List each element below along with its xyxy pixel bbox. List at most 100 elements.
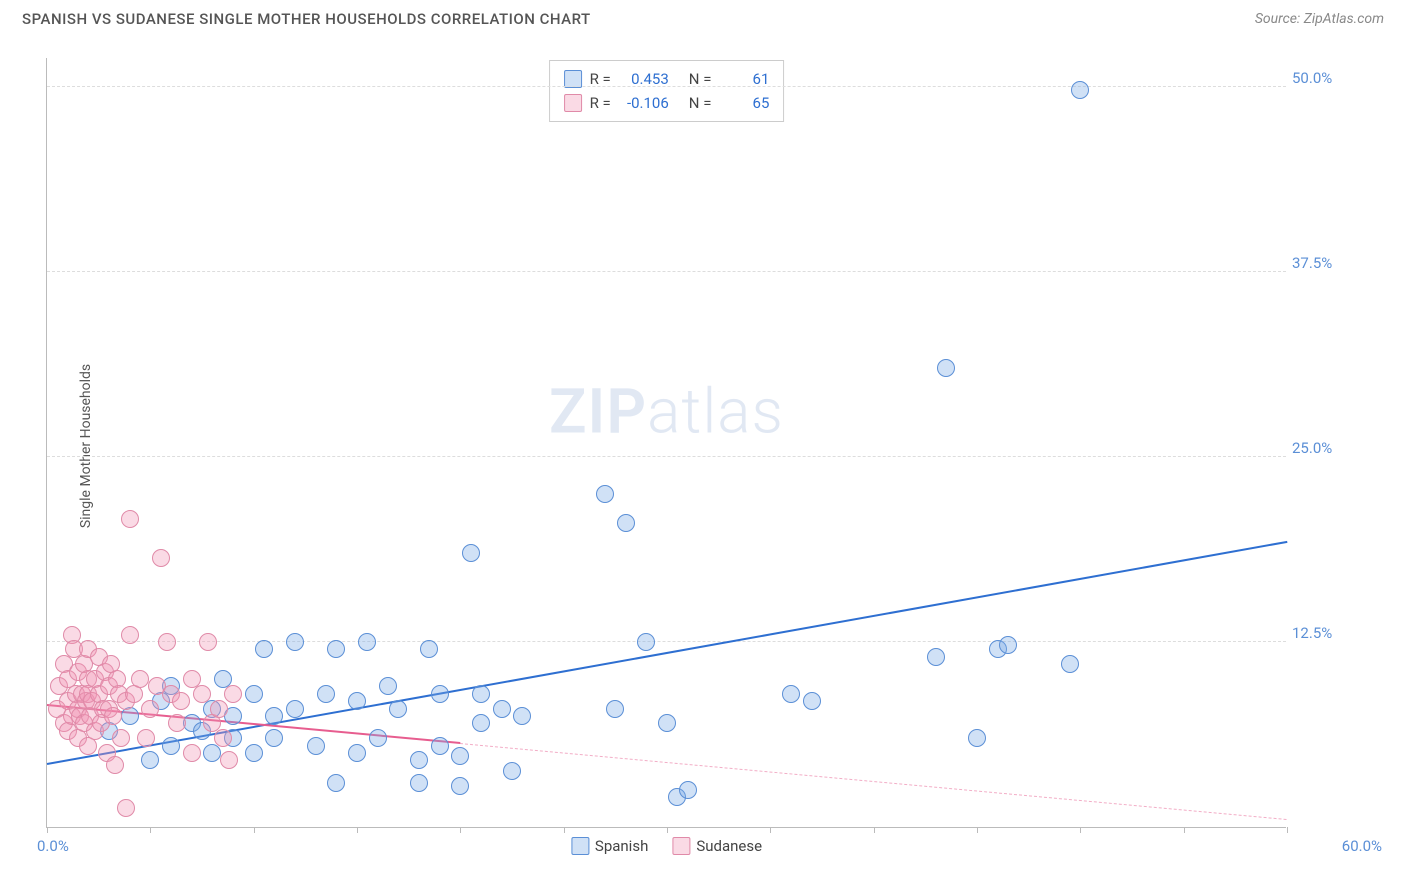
x-tick bbox=[150, 827, 151, 833]
data-point bbox=[431, 685, 449, 703]
data-point bbox=[451, 777, 469, 795]
data-point bbox=[245, 744, 263, 762]
gridline bbox=[47, 641, 1286, 642]
data-point bbox=[141, 751, 159, 769]
data-point bbox=[462, 544, 480, 562]
data-point bbox=[513, 707, 531, 725]
legend-label: Spanish bbox=[595, 837, 648, 855]
gridline bbox=[47, 456, 1286, 457]
data-point bbox=[503, 762, 521, 780]
data-point bbox=[493, 700, 511, 718]
data-point bbox=[162, 737, 180, 755]
legend-swatch bbox=[571, 837, 589, 855]
r-label: R = bbox=[590, 94, 611, 112]
trend-line-dashed bbox=[460, 743, 1287, 820]
data-point bbox=[210, 700, 228, 718]
series-legend: Spanish Sudanese bbox=[571, 837, 762, 855]
data-point bbox=[168, 714, 186, 732]
data-point bbox=[782, 685, 800, 703]
stats-legend: R =0.453 N =61 R = -0.106 N = 65 bbox=[549, 60, 785, 122]
r-value: -0.106 bbox=[619, 94, 669, 112]
data-point bbox=[255, 640, 273, 658]
data-point bbox=[999, 636, 1017, 654]
data-point bbox=[1071, 81, 1089, 99]
data-point bbox=[199, 633, 217, 651]
data-point bbox=[358, 633, 376, 651]
data-point bbox=[117, 799, 135, 817]
data-point bbox=[158, 633, 176, 651]
legend-item: Sudanese bbox=[672, 837, 762, 855]
x-min-label: 0.0% bbox=[37, 837, 69, 855]
data-point bbox=[420, 640, 438, 658]
legend-item: Spanish bbox=[571, 837, 648, 855]
stats-row: R =0.453 N =61 bbox=[564, 67, 770, 91]
gridline bbox=[47, 86, 1286, 87]
x-tick bbox=[874, 827, 875, 833]
data-point bbox=[220, 751, 238, 769]
n-value: 65 bbox=[719, 94, 769, 112]
data-point bbox=[307, 737, 325, 755]
data-point bbox=[137, 729, 155, 747]
y-tick-label: 37.5% bbox=[1292, 254, 1372, 272]
data-point bbox=[379, 677, 397, 695]
legend-swatch bbox=[564, 94, 582, 112]
data-point bbox=[203, 744, 221, 762]
x-max-label: 60.0% bbox=[1342, 837, 1382, 855]
data-point bbox=[451, 747, 469, 765]
scatter-chart: ZIPatlas R =0.453 N =61R =-0.106 N =65 S… bbox=[46, 58, 1286, 828]
x-tick bbox=[1080, 827, 1081, 833]
data-point bbox=[193, 685, 211, 703]
data-point bbox=[389, 700, 407, 718]
watermark: ZIPatlas bbox=[549, 375, 784, 448]
y-tick-label: 25.0% bbox=[1292, 439, 1372, 457]
data-point bbox=[104, 707, 122, 725]
gridline bbox=[47, 271, 1286, 272]
data-point bbox=[286, 700, 304, 718]
data-point bbox=[121, 510, 139, 528]
x-tick bbox=[770, 827, 771, 833]
x-tick bbox=[47, 827, 48, 833]
x-tick bbox=[564, 827, 565, 833]
data-point bbox=[431, 737, 449, 755]
x-tick bbox=[1184, 827, 1185, 833]
x-tick bbox=[254, 827, 255, 833]
legend-label: Sudanese bbox=[696, 837, 762, 855]
data-point bbox=[327, 774, 345, 792]
data-point bbox=[410, 774, 428, 792]
legend-swatch bbox=[672, 837, 690, 855]
data-point bbox=[224, 685, 242, 703]
data-point bbox=[596, 485, 614, 503]
data-point bbox=[472, 685, 490, 703]
x-tick bbox=[1287, 827, 1288, 833]
data-point bbox=[245, 685, 263, 703]
data-point bbox=[131, 670, 149, 688]
data-point bbox=[112, 729, 130, 747]
data-point bbox=[937, 359, 955, 377]
stats-row: R = -0.106 N = 65 bbox=[564, 91, 770, 115]
data-point bbox=[369, 729, 387, 747]
data-point bbox=[617, 514, 635, 532]
y-tick-label: 50.0% bbox=[1292, 69, 1372, 87]
x-tick bbox=[460, 827, 461, 833]
data-point bbox=[927, 648, 945, 666]
x-tick bbox=[977, 827, 978, 833]
x-tick bbox=[357, 827, 358, 833]
data-point bbox=[679, 781, 697, 799]
data-point bbox=[968, 729, 986, 747]
data-point bbox=[1061, 655, 1079, 673]
y-tick-label: 12.5% bbox=[1292, 624, 1372, 642]
x-tick bbox=[667, 827, 668, 833]
data-point bbox=[286, 633, 304, 651]
n-label: N = bbox=[689, 94, 712, 112]
data-point bbox=[183, 744, 201, 762]
data-point bbox=[637, 633, 655, 651]
data-point bbox=[141, 700, 159, 718]
data-point bbox=[803, 692, 821, 710]
data-point bbox=[348, 744, 366, 762]
data-point bbox=[265, 729, 283, 747]
data-point bbox=[121, 626, 139, 644]
data-point bbox=[472, 714, 490, 732]
data-point bbox=[265, 707, 283, 725]
data-point bbox=[214, 729, 232, 747]
data-point bbox=[348, 692, 366, 710]
